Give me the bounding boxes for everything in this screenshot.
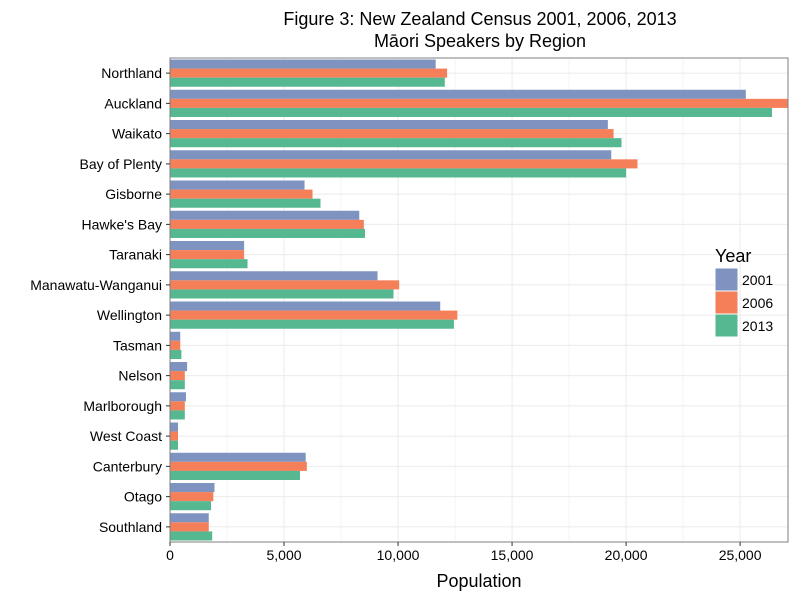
bar-west-coast-2006 [170, 431, 178, 441]
bar-southland-2001 [170, 513, 209, 523]
bar-hawke-s-bay-2013 [170, 228, 365, 238]
bar-auckland-2001 [170, 89, 746, 99]
y-tick-label: Tasman [113, 337, 162, 353]
y-tick-label: Southland [99, 519, 162, 535]
x-tick-label: 10,000 [377, 547, 420, 563]
bar-marlborough-2001 [170, 392, 186, 402]
bar-taranaki-2001 [170, 241, 245, 251]
bar-canterbury-2013 [170, 470, 300, 480]
bar-auckland-2006 [170, 98, 788, 108]
bars [170, 59, 788, 541]
chart-title: Figure 3: New Zealand Census 2001, 2006,… [283, 9, 676, 29]
bar-auckland-2013 [170, 107, 773, 117]
bar-manawatu-wanganui-2001 [170, 271, 378, 281]
y-axis: Northland Auckland Waikato Bay of Plenty Gis… [30, 65, 170, 535]
bar-nelson-2006 [170, 371, 185, 381]
bar-gisborne-2006 [170, 189, 313, 199]
plot-border [169, 57, 789, 543]
bar-southland-2006 [170, 522, 209, 532]
bar-nelson-2013 [170, 380, 185, 390]
bar-west-coast-2001 [170, 422, 178, 432]
y-tick-label: Gisborne [105, 186, 162, 202]
bar-bay-of-plenty-2001 [170, 150, 612, 160]
bar-hawke-s-bay-2006 [170, 219, 364, 229]
bar-waikato-2006 [170, 129, 614, 139]
x-axis: 0 5,000 10,000 15,000 20,000 25,000 [166, 542, 762, 563]
legend-title: Year [715, 246, 751, 266]
y-tick-label: Hawke's Bay [82, 216, 162, 232]
y-tick-label: Otago [124, 489, 162, 505]
bar-tasman-2006 [170, 340, 181, 350]
bar-marlborough-2006 [170, 401, 185, 411]
bar-wellington-2001 [170, 301, 441, 311]
y-tick-label: Auckland [104, 95, 162, 111]
y-tick-label: Manawatu-Wanganui [30, 277, 162, 293]
bar-marlborough-2013 [170, 410, 185, 420]
chart-subtitle: Māori Speakers by Region [374, 31, 586, 51]
bar-bay-of-plenty-2006 [170, 159, 638, 169]
y-tick-label: Northland [101, 65, 162, 81]
x-tick-label: 0 [166, 547, 174, 563]
legend: Year 2001 2006 2013 [714, 246, 773, 338]
x-tick-label: 20,000 [605, 547, 648, 563]
bar-waikato-2013 [170, 138, 622, 148]
bar-tasman-2001 [170, 331, 181, 341]
legend-key-2013 [714, 313, 739, 338]
bar-otago-2006 [170, 492, 214, 502]
x-tick-label: 25,000 [719, 547, 762, 563]
bar-nelson-2001 [170, 362, 188, 372]
bar-wellington-2006 [170, 310, 458, 320]
bar-west-coast-2013 [170, 440, 178, 450]
bar-wellington-2013 [170, 319, 454, 329]
y-tick-label: Waikato [112, 126, 162, 142]
bar-southland-2013 [170, 531, 213, 541]
bar-taranaki-2013 [170, 259, 248, 269]
y-tick-label: Canterbury [93, 458, 162, 474]
bar-hawke-s-bay-2001 [170, 210, 360, 220]
legend-label-2013: 2013 [742, 318, 773, 334]
bar-waikato-2001 [170, 120, 608, 130]
x-tick-label: 5,000 [266, 547, 301, 563]
y-tick-label: West Coast [90, 428, 162, 444]
bar-taranaki-2006 [170, 250, 245, 260]
legend-label-2001: 2001 [742, 272, 773, 288]
y-tick-label: Taranaki [109, 247, 162, 263]
bar-otago-2013 [170, 501, 212, 511]
bar-manawatu-wanganui-2013 [170, 289, 394, 299]
bar-canterbury-2006 [170, 461, 307, 471]
x-axis-title: Population [436, 571, 521, 591]
bar-gisborne-2013 [170, 198, 321, 208]
y-tick-label: Marlborough [83, 398, 162, 414]
y-tick-label: Nelson [118, 368, 162, 384]
y-tick-label: Wellington [97, 307, 162, 323]
bar-gisborne-2001 [170, 180, 305, 190]
bar-northland-2001 [170, 59, 436, 69]
bar-otago-2001 [170, 483, 215, 493]
legend-key-2006 [714, 290, 739, 315]
bar-bay-of-plenty-2013 [170, 168, 627, 178]
bar-manawatu-wanganui-2006 [170, 280, 400, 290]
y-tick-label: Bay of Plenty [80, 156, 163, 172]
bar-tasman-2013 [170, 349, 182, 359]
x-tick-label: 15,000 [491, 547, 534, 563]
legend-key-2001 [714, 267, 739, 292]
bar-northland-2006 [170, 68, 448, 78]
bar-canterbury-2001 [170, 452, 306, 462]
legend-label-2006: 2006 [742, 295, 773, 311]
bar-northland-2013 [170, 77, 445, 87]
